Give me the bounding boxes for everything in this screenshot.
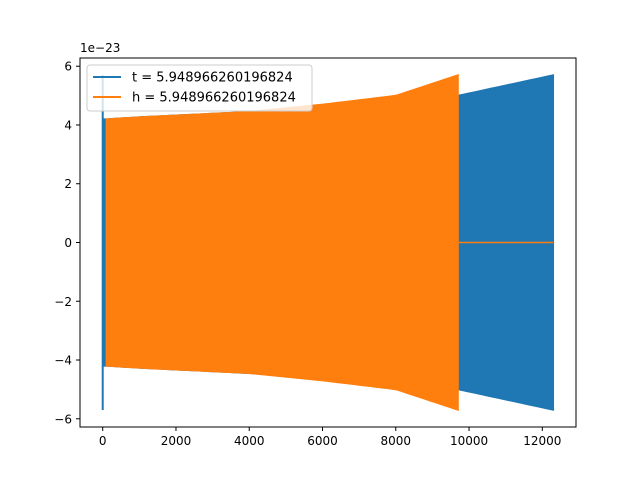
y-tick-label: 6	[64, 60, 72, 74]
y-tick-label: −2	[54, 295, 72, 309]
x-tick-label: 6000	[307, 434, 338, 448]
y-tick-label: 4	[64, 118, 72, 132]
y-tick-label: 2	[64, 177, 72, 191]
series-1-oscillation-band	[105, 74, 459, 411]
x-tick-label: 8000	[380, 434, 411, 448]
x-axis: 0 2000 4000 6000 8000 10000 12000	[99, 427, 561, 448]
plot-area	[101, 74, 555, 411]
y-scale-offset-label: 1e−23	[80, 41, 120, 55]
x-tick-label: 10000	[450, 434, 488, 448]
x-tick-label: 12000	[523, 434, 561, 448]
legend-frame	[86, 64, 313, 112]
x-tick-label: 2000	[161, 434, 192, 448]
x-tick-label: 4000	[234, 434, 265, 448]
y-tick-label: 0	[64, 236, 72, 250]
legend-label-t: t = 5.948966260196824	[132, 71, 293, 86]
legend: t = 5.948966260196824 h = 5.948966260196…	[86, 64, 313, 112]
y-tick-label: −6	[54, 412, 72, 426]
y-tick-label: −4	[54, 354, 72, 368]
x-tick-label: 0	[99, 434, 107, 448]
y-axis: −6 −4 −2 0 2 4 6	[54, 60, 80, 426]
legend-label-h: h = 5.948966260196824	[132, 91, 296, 106]
